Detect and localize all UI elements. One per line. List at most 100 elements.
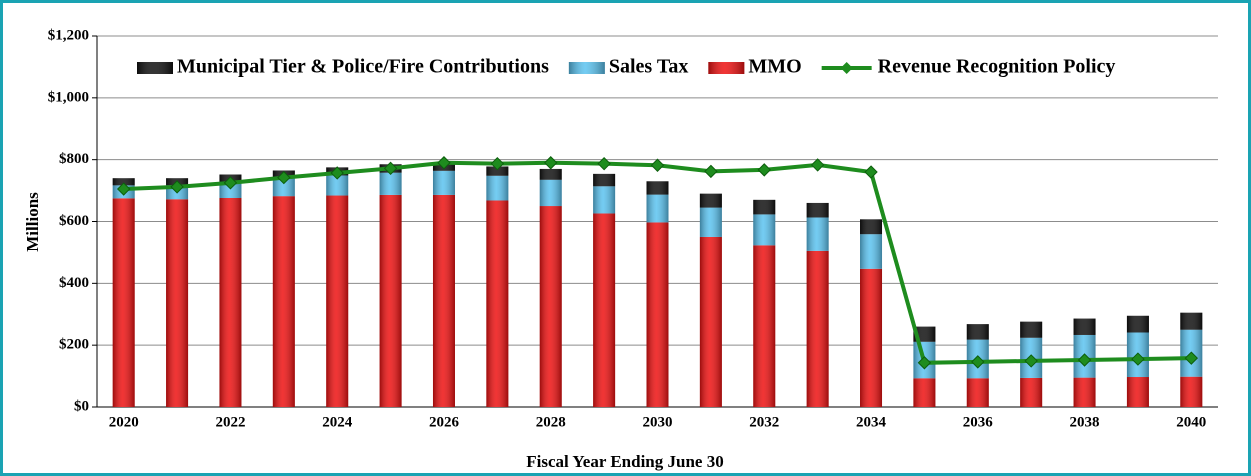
bar <box>326 195 349 407</box>
bar-shade <box>326 175 349 196</box>
bar-shade <box>913 378 936 407</box>
line-marker <box>116 182 131 196</box>
bar <box>806 202 829 218</box>
bar-shade <box>699 193 722 208</box>
bar <box>593 173 616 187</box>
line-marker <box>597 156 611 171</box>
bar-shade <box>219 181 242 199</box>
y-tick-label: $800 <box>59 151 89 167</box>
bar <box>1020 321 1043 338</box>
line-marker <box>917 356 932 370</box>
bar-shade <box>860 219 883 235</box>
line-marker <box>437 156 451 170</box>
bar <box>272 178 295 197</box>
bar-shade <box>539 206 562 407</box>
bar-shade <box>112 178 135 186</box>
bar-shade <box>1180 376 1203 407</box>
bar <box>1126 315 1149 333</box>
y-axis-title: Millions <box>23 192 42 252</box>
x-tick-label: 2036 <box>963 414 994 430</box>
bar-shade <box>753 245 776 407</box>
bar <box>753 245 776 407</box>
line-marker <box>383 161 398 176</box>
y-tick-label: $600 <box>59 213 89 229</box>
bar <box>593 213 616 407</box>
bar-shade <box>646 194 669 223</box>
bar-shade <box>112 198 135 407</box>
bar-shade <box>593 173 616 187</box>
bar <box>1180 376 1203 407</box>
legend-swatch-marker <box>840 62 853 74</box>
bar-shade <box>486 200 509 407</box>
bar-shade <box>1073 318 1096 335</box>
legend-swatch-shade <box>708 62 745 74</box>
bar-shade <box>646 181 669 195</box>
bar <box>486 175 509 201</box>
bar <box>806 250 829 407</box>
x-tick-label: 2028 <box>536 414 566 430</box>
bar <box>326 175 349 196</box>
bar <box>1073 377 1096 407</box>
bar <box>379 172 402 195</box>
line-marker <box>330 166 344 180</box>
bar <box>1180 312 1203 330</box>
bar-shade <box>806 250 829 407</box>
line-marker <box>704 164 718 179</box>
bar-shade <box>753 199 776 215</box>
bar <box>1126 377 1149 407</box>
bar <box>486 166 509 176</box>
bar-shade <box>966 324 989 340</box>
bar <box>860 219 883 235</box>
bar-shade <box>432 170 455 195</box>
bar-shade <box>753 214 776 246</box>
bar <box>699 236 722 407</box>
x-axis-title: Fiscal Year Ending June 30 <box>526 452 723 471</box>
bar <box>753 199 776 215</box>
bar-shade <box>272 196 295 407</box>
legend-swatch-shade <box>137 62 173 74</box>
bar <box>1073 318 1096 335</box>
bar-shade <box>486 175 509 201</box>
line-marker <box>864 165 878 179</box>
bar <box>219 181 242 199</box>
bar-shade <box>539 168 562 180</box>
bar <box>539 179 562 207</box>
bar <box>112 198 135 407</box>
bar-shade <box>699 207 722 237</box>
line-marker <box>490 156 505 171</box>
bar-shade <box>1126 377 1149 407</box>
bar <box>539 206 562 407</box>
bar <box>806 217 829 251</box>
bar <box>486 200 509 407</box>
line-marker <box>971 355 985 369</box>
bar <box>166 199 189 407</box>
bar <box>699 193 722 208</box>
bar <box>379 194 402 407</box>
legend-swatch-shade <box>568 62 605 74</box>
line-marker <box>810 158 825 172</box>
y-tick-label: $400 <box>59 275 89 291</box>
y-tick-label: $1,200 <box>48 27 89 43</box>
bar-shade <box>1126 315 1149 333</box>
bar-shade <box>860 234 883 269</box>
x-tick-label: 2020 <box>109 414 139 430</box>
bar <box>646 194 669 223</box>
bar-shade <box>646 222 669 407</box>
line-marker <box>170 180 184 194</box>
x-tick-label: 2022 <box>215 414 245 430</box>
x-tick-label: 2024 <box>322 414 353 430</box>
legend-label: Revenue Recognition Policy <box>878 56 1116 78</box>
bar <box>1020 377 1043 407</box>
bar-shade <box>379 172 402 195</box>
y-tick-label: $1,000 <box>48 89 89 105</box>
line-marker <box>1131 352 1145 366</box>
bar <box>966 378 989 407</box>
bar <box>112 178 135 186</box>
bar <box>860 268 883 407</box>
bar <box>753 214 776 246</box>
bar-shade <box>1020 321 1043 338</box>
bar-shade <box>593 213 616 407</box>
bar <box>699 207 722 237</box>
bar-shade <box>432 194 455 407</box>
